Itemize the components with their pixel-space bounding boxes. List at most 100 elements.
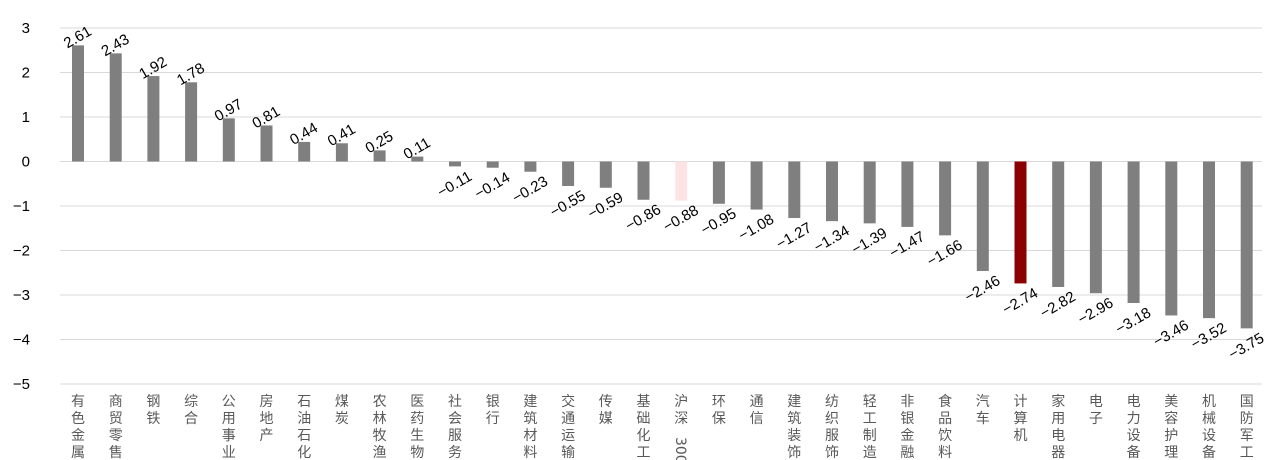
y-tick-label: 1 [22,109,30,126]
y-tick-label: 2 [22,65,30,82]
y-tick-label: −1 [13,198,30,215]
bar [637,161,650,200]
bar [411,156,424,162]
x-category-label: 煤炭 [335,394,349,427]
x-category-label: 建筑材料 [523,394,537,460]
x-category-label: 社会服务 [448,394,462,460]
y-tick-label: −2 [13,243,30,260]
bar [260,125,273,162]
gridlines [60,27,1262,385]
bar [185,82,198,162]
bar [562,161,575,186]
x-category-label: 食品饮料 [938,393,952,460]
x-category-label: 商贸零售 [109,394,123,460]
x-category-label: 国防军工 [1240,394,1254,460]
data-label: −2.96 [1075,294,1116,328]
x-category-label: 计算机 [1014,394,1028,444]
x-category-label: 美容护理 [1164,394,1178,460]
data-label: −2.82 [1037,288,1078,322]
bar [976,161,989,271]
x-category-label: 汽车 [976,394,990,427]
x-category-label: 房地产 [260,394,274,444]
x-category-label: 传媒 [599,394,613,427]
bar [1052,161,1065,287]
data-label: −1.66 [924,237,965,271]
y-tick-label: −4 [13,332,30,349]
data-label: −3.18 [1113,304,1154,338]
data-label: −3.46 [1150,317,1191,351]
x-category-label: 医药生物 [410,394,424,460]
bar [486,161,499,168]
bar [675,161,688,201]
data-label: −0.11 [435,168,475,201]
x-axis-category-labels: 有色金属商贸零售钢铁综合公用事业房地产石油石化煤炭农林牧渔医药生物社会服务银行建… [71,393,1254,460]
x-category-label: 沪深 [674,394,688,427]
bar [109,53,122,162]
data-label: −3.52 [1188,319,1229,353]
y-tick-label: 0 [22,154,30,171]
x-category-label: 银行 [486,394,500,427]
bar [449,161,461,167]
data-label: −1.08 [736,211,777,245]
bar [750,161,763,210]
bar [788,161,801,219]
bar [863,161,876,224]
data-label: −1.39 [849,225,890,259]
data-label: −1.34 [811,222,852,256]
bar [599,161,612,188]
data-label: −2.46 [962,272,1003,306]
data-labels: 2.61 2.431.92 1.780.97 0.810.44 0.41 0.25 0.11… [61,23,1267,364]
bar [901,161,914,227]
bar [524,161,537,172]
x-category-label: 基础化工 [637,393,651,460]
bar [1240,161,1253,329]
data-label: −2.74 [1000,285,1041,319]
bar [373,150,386,162]
bar [826,161,838,222]
bar [712,161,725,204]
x-category-label: 交通运输 [561,393,575,460]
data-label: −1.47 [886,228,927,262]
data-label: −1.27 [773,219,814,253]
x-category-label: 钢铁 [146,394,160,427]
bar [1165,161,1178,316]
data-label: −0.14 [472,169,513,203]
x-category-label: 公用事业 [222,394,236,460]
bars [72,45,1253,329]
data-label: −0.23 [509,173,550,207]
bar [1127,161,1140,304]
x-category-label: 机械设备 [1202,394,1216,460]
x-category-label: 家用电器 [1051,393,1065,460]
x-category-label: 纺织服饰 [825,394,839,460]
data-label: −0.59 [585,189,626,223]
bar [298,141,311,162]
data-label: −0.55 [547,187,588,221]
y-axis-tick-labels: 3 2 1 0 −1 −2 −3 −4 −5 [13,20,30,393]
x-category-label: 农林牧渔 [373,394,387,460]
bar [147,76,160,162]
x-category-label: 轻工制造 [863,394,877,460]
bar [1203,161,1215,319]
x-category-label-digits: 300 [672,437,688,460]
data-label: −0.88 [660,202,701,236]
x-category-label: 电力设备 [1127,394,1141,460]
x-category-label: 建筑装饰 [787,394,801,460]
bar [1089,161,1102,294]
bar [1014,161,1027,284]
bar [335,143,348,162]
y-tick-label: −5 [13,376,30,393]
x-category-label: 环保 [712,394,726,427]
x-category-label: 通信 [750,394,764,427]
x-category-label: 电子 [1089,394,1103,427]
x-category-label: 石油石化 [297,394,311,460]
bar [222,118,235,162]
x-category-label: 综合 [184,394,198,427]
y-tick-label: −3 [13,287,30,304]
data-label: −0.95 [698,205,739,239]
bar [72,45,84,162]
y-tick-label: 3 [22,20,30,37]
data-label: −3.75 [1226,330,1267,364]
bar [939,161,952,236]
x-category-label: 非银金融 [900,394,914,460]
